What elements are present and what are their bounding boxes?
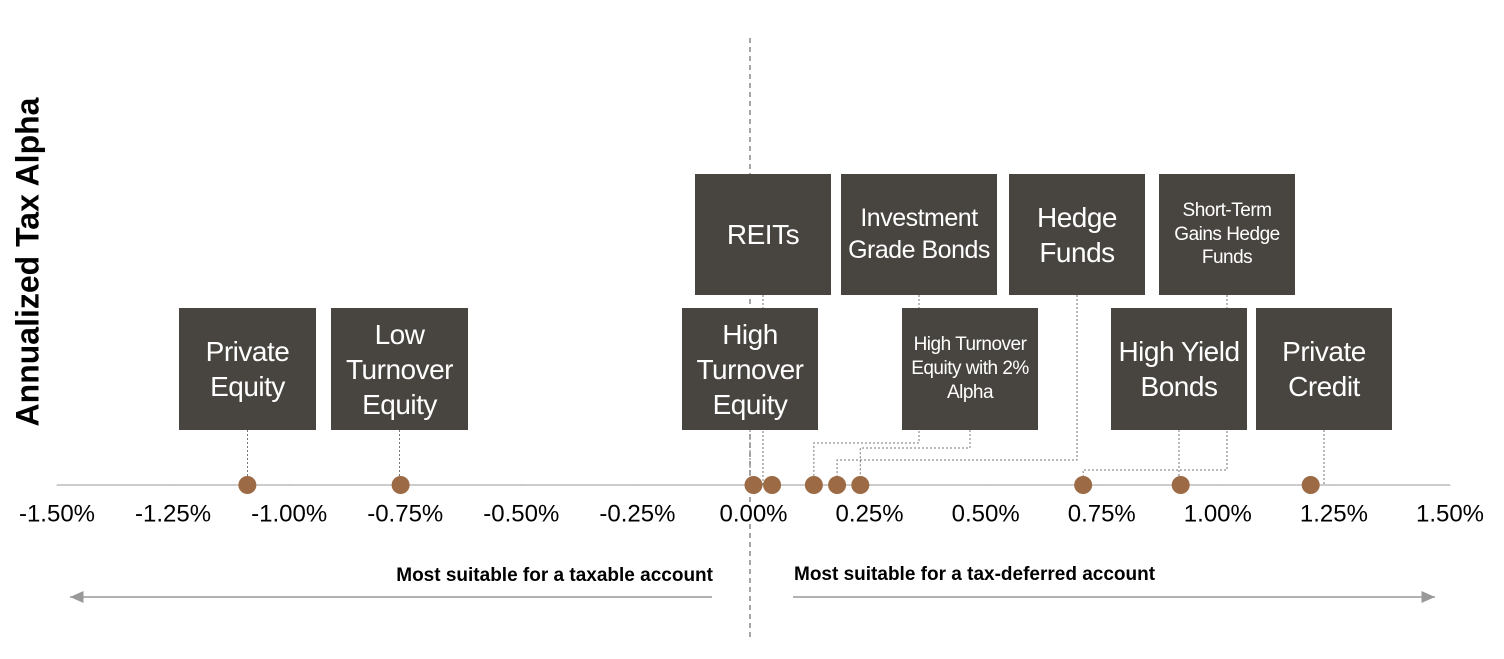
x-tick-label: 0.25% bbox=[836, 500, 904, 527]
point-label: Short-Term Gains Hedge Funds bbox=[1159, 174, 1295, 295]
y-axis-label: Annualized Tax Alpha bbox=[9, 97, 45, 426]
x-tick-label: 1.50% bbox=[1416, 500, 1484, 527]
connector bbox=[859, 430, 971, 485]
point-label: Hedge Funds bbox=[1009, 174, 1145, 295]
x-tick-label: 0.50% bbox=[952, 500, 1020, 527]
point-label: REITs bbox=[695, 174, 831, 295]
x-tick-label: -0.75% bbox=[367, 500, 443, 527]
point bbox=[1074, 476, 1093, 494]
annotation: Most suitable for a taxable account bbox=[396, 565, 713, 586]
point-label: Low Turnover Equity bbox=[331, 308, 468, 430]
x-tick-label: 0.75% bbox=[1068, 500, 1136, 527]
x-tick-label: 1.00% bbox=[1184, 500, 1252, 527]
x-tick-label: -1.50% bbox=[19, 500, 95, 527]
x-tick-label: 0.00% bbox=[719, 500, 787, 527]
point bbox=[804, 476, 823, 494]
x-tick-label: -0.25% bbox=[599, 500, 675, 527]
point bbox=[1171, 476, 1190, 494]
point bbox=[851, 476, 870, 494]
connector bbox=[836, 295, 1078, 485]
point-label: Private Credit bbox=[1256, 308, 1392, 430]
annotation: Most suitable for a tax-deferred account bbox=[794, 564, 1156, 585]
x-tick-label: -1.25% bbox=[135, 500, 211, 527]
point-label: High Turnover Equity with 2% Alpha bbox=[902, 308, 1038, 430]
point bbox=[391, 476, 410, 494]
point bbox=[763, 476, 782, 494]
x-tick-label: -0.50% bbox=[483, 500, 559, 527]
x-tick-label: 1.25% bbox=[1300, 500, 1368, 527]
point-label: High Yield Bonds bbox=[1111, 308, 1247, 430]
point bbox=[828, 476, 847, 494]
point-label: Private Equity bbox=[179, 308, 316, 430]
point-label: High Turnover Equity bbox=[682, 308, 818, 430]
x-tick-label: -1.00% bbox=[251, 500, 327, 527]
point-label: Investment Grade Bonds bbox=[841, 174, 997, 295]
point bbox=[744, 476, 763, 494]
point bbox=[1301, 476, 1320, 494]
point bbox=[238, 476, 257, 494]
